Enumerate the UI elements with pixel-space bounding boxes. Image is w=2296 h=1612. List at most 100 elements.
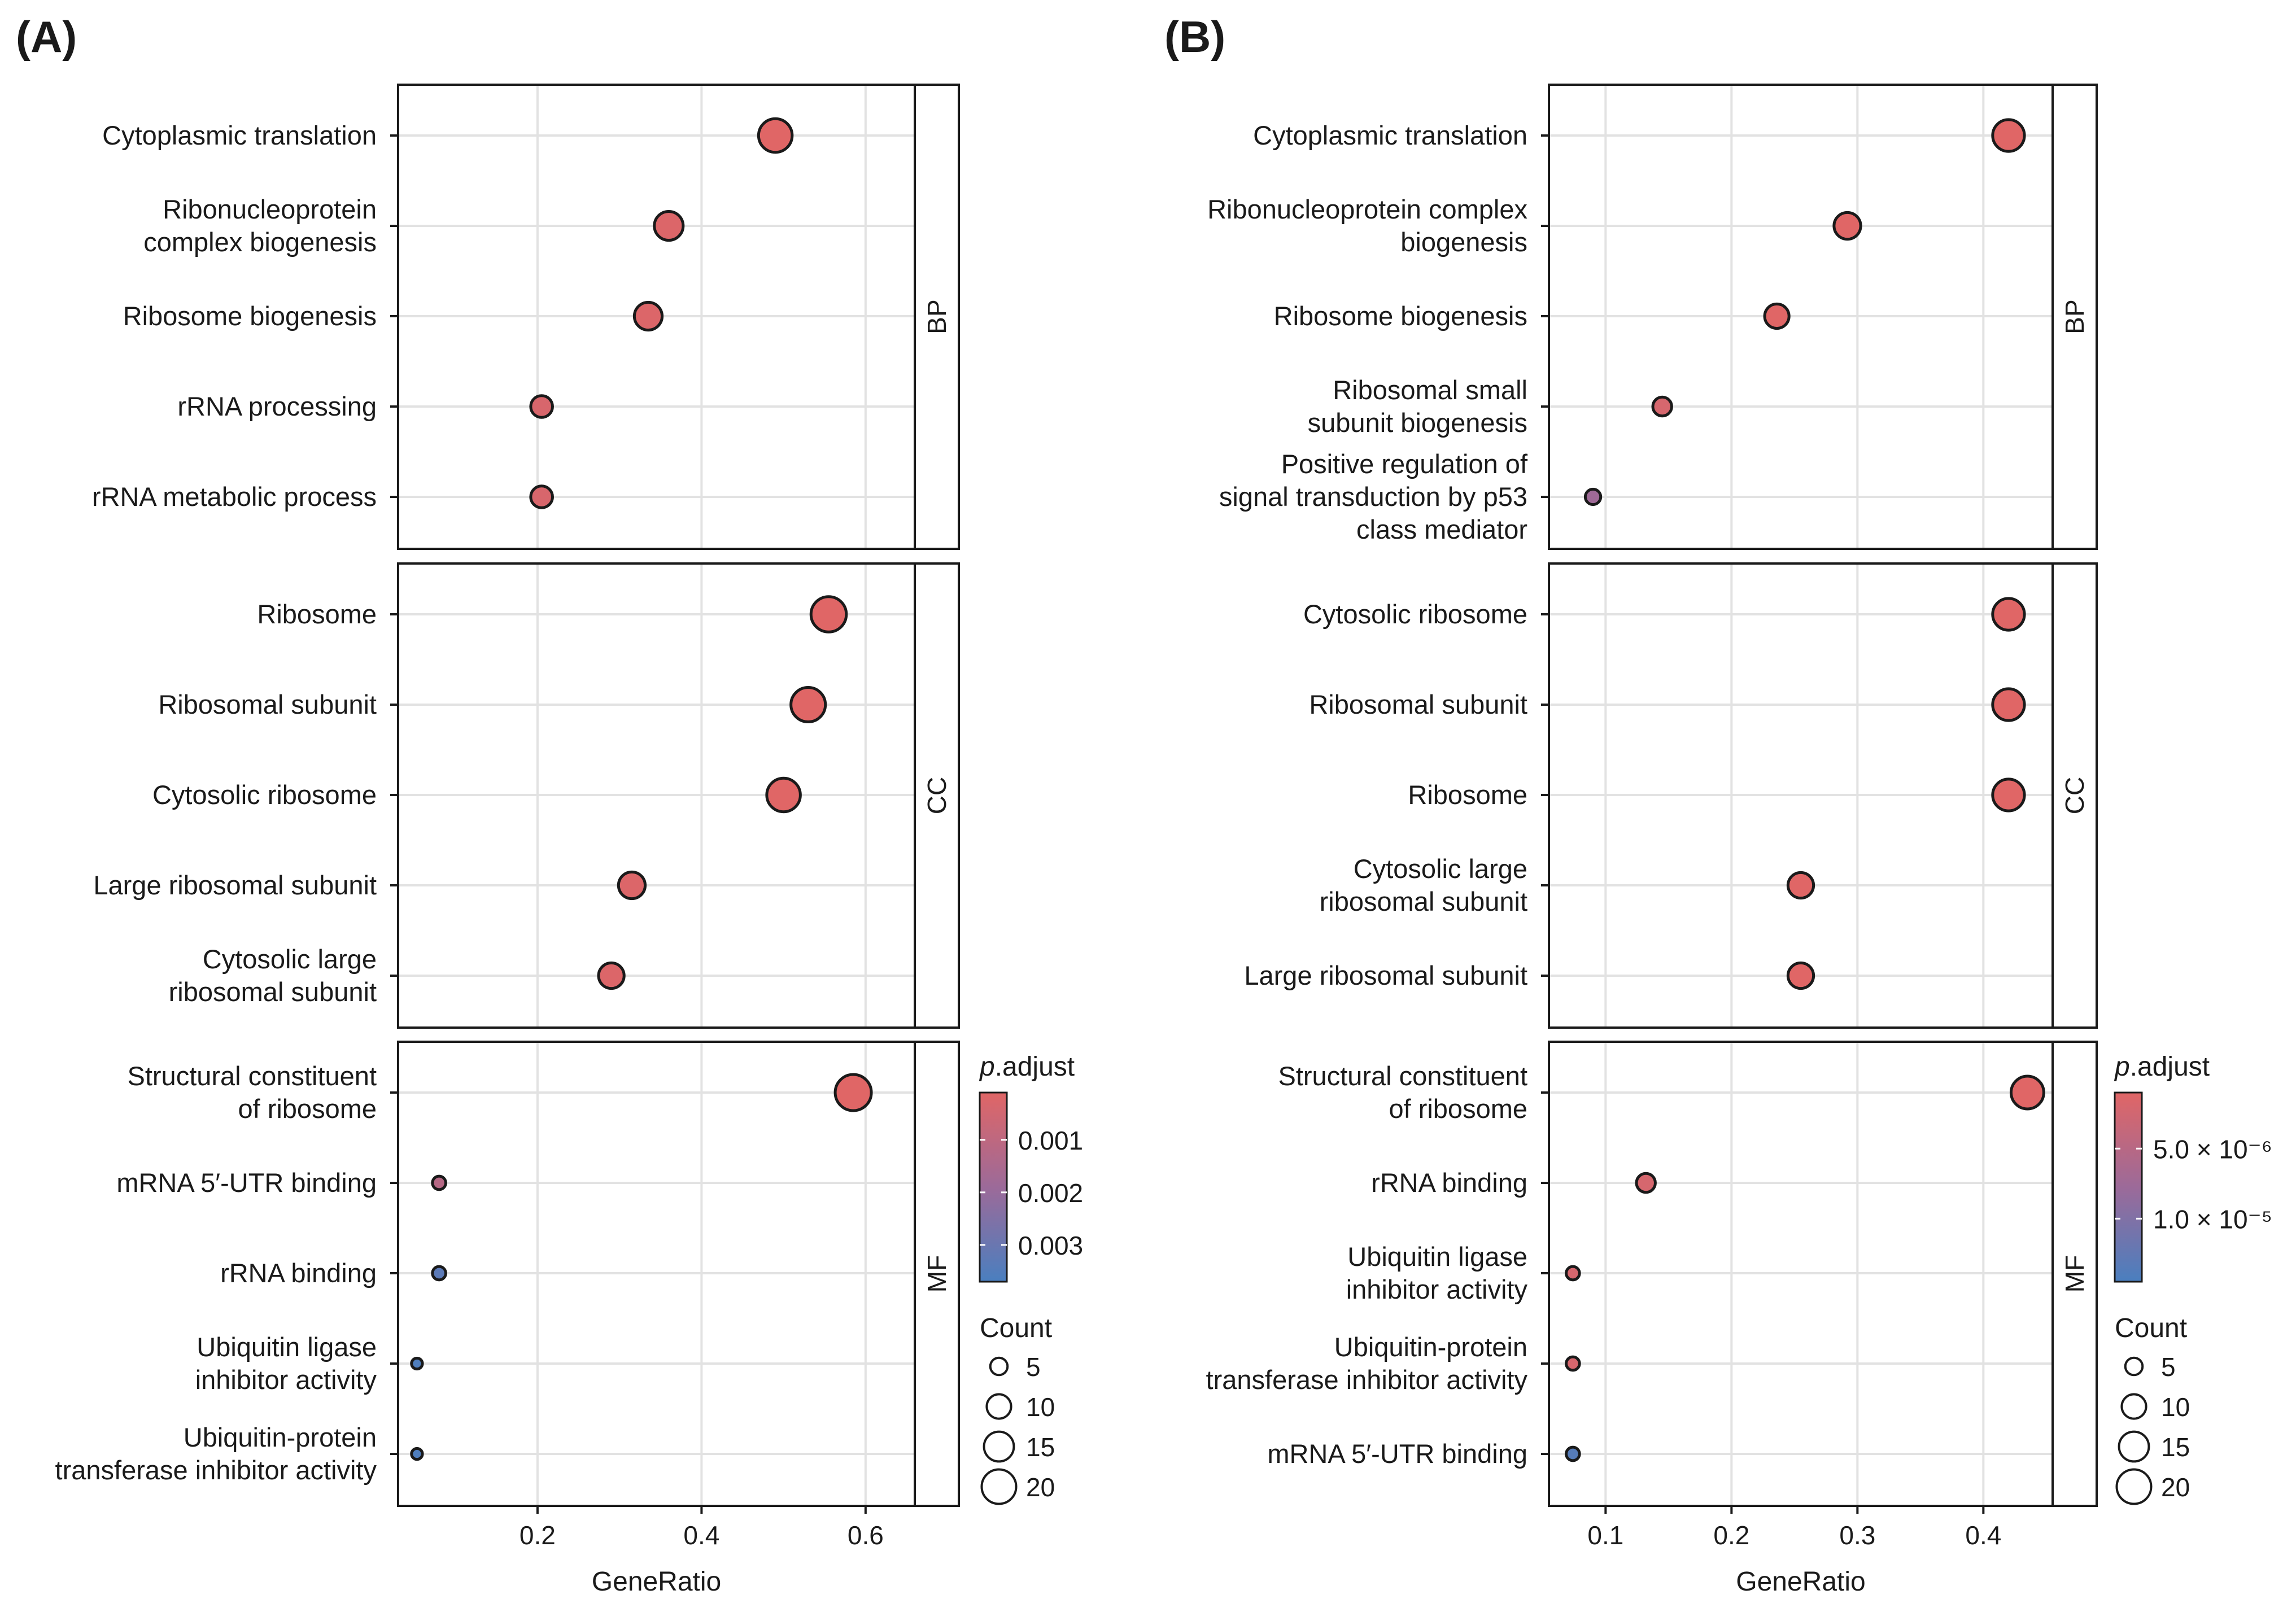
facet-strip-label: MF: [922, 1255, 951, 1292]
x-tick-label: 0.4: [1965, 1521, 2001, 1550]
term-label-line: Ribonucleoprotein complex: [1207, 194, 1527, 224]
term-label: Cytosolic large ribosomal subunit: [1320, 854, 1527, 916]
term-label: rRNA binding: [1371, 1168, 1527, 1198]
color-bar-tick-label: 5.0 × 10⁻⁶: [2153, 1134, 2272, 1164]
x-axis-title: GeneRatio: [592, 1567, 721, 1597]
term-label-line: Positive regulation of: [1281, 449, 1528, 479]
data-point: [1565, 1265, 1581, 1282]
term-label: Cytosolic large ribosomal subunit: [169, 944, 377, 1007]
term-label: rRNA processing: [177, 391, 377, 421]
size-legend-label: 10: [2161, 1392, 2190, 1422]
term-label-line: Structural constituent: [1278, 1061, 1528, 1091]
data-point: [431, 1174, 447, 1191]
term-label-line: subunit biogenesis: [1308, 408, 1527, 438]
size-legend-title: Count: [2115, 1313, 2187, 1343]
size-legend-label: 10: [1026, 1392, 1055, 1422]
color-bar-tick-label: 0.003: [1018, 1231, 1083, 1260]
size-legend-circle: [2120, 1393, 2147, 1420]
panel-label: (A): [16, 12, 77, 62]
data-point: [1832, 211, 1862, 241]
term-label-line: Ribosome biogenesis: [1274, 301, 1527, 331]
term-label: Positive regulation of signal transductio…: [1219, 449, 1528, 544]
data-point: [529, 484, 554, 509]
term-label-line: Cytosolic ribosome: [1303, 599, 1527, 629]
data-point: [2009, 1074, 2045, 1111]
data-point: [1991, 597, 2026, 632]
term-label-line: rRNA binding: [220, 1258, 377, 1288]
data-point: [632, 300, 664, 332]
data-point: [529, 394, 554, 419]
facet-strip-label: MF: [2060, 1255, 2089, 1292]
size-legend-label: 20: [1026, 1473, 1055, 1502]
size-legend-circle: [985, 1393, 1012, 1420]
term-label-line: Cytoplasmic translation: [102, 120, 377, 150]
x-tick-label: 0.4: [683, 1521, 719, 1550]
facet-bp: BP Cytoplasmic translation Ribonucleoprote…: [1207, 84, 2098, 550]
panel-a-chart: (A) BP Cytoplasmic translation Ribonucleopr…: [16, 12, 1083, 1597]
term-label-line: ribosomal subunit: [1320, 886, 1527, 916]
panel-b-chart: (B) BP Cytoplasmic translation Ribonucleopr…: [1164, 12, 2272, 1597]
size-legend-label: 15: [2161, 1432, 2190, 1462]
color-bar-tick-label: 0.001: [1018, 1126, 1083, 1155]
term-label: Cytoplasmic translation: [1253, 120, 1527, 150]
data-point: [757, 117, 794, 154]
data-point: [833, 1073, 873, 1112]
term-label-line: Ribosomal subunit: [1309, 689, 1527, 719]
data-point: [431, 1265, 447, 1282]
data-point: [1565, 1355, 1581, 1372]
color-legend-title-rest: .adjust: [995, 1052, 1075, 1082]
term-label-line: signal transduction by p53: [1219, 482, 1527, 512]
x-tick-label: 0.6: [848, 1521, 884, 1550]
term-label: Ubiquitin ligase inhibitor activity: [195, 1332, 377, 1395]
x-tick-label: 0.3: [1839, 1521, 1875, 1550]
term-label-line: Ribosomal small: [1333, 375, 1527, 405]
color-bar-tick-label: 1.0 × 10⁻⁵: [2153, 1204, 2272, 1234]
size-legend-circle: [983, 1430, 1015, 1463]
facet-strip-label: CC: [2060, 777, 2089, 814]
color-legend-title: p.adjust: [979, 1052, 1075, 1082]
size-legend-title: Count: [980, 1313, 1052, 1343]
term-label: Ribosome: [1408, 780, 1527, 810]
data-point: [809, 595, 848, 634]
term-label: mRNA 5′-UTR binding: [116, 1168, 377, 1198]
color-legend: p.adjust 0.001 0.002 0.003: [979, 1052, 1083, 1283]
term-label: Structural constituent of ribosome: [1278, 1061, 1528, 1124]
size-legend-label: 20: [2161, 1473, 2190, 1502]
color-legend-title-italic: p: [2114, 1052, 2130, 1082]
color-legend-title-rest: .adjust: [2130, 1052, 2210, 1082]
term-label-line: transferase inhibitor activity: [55, 1455, 377, 1485]
facet-cc: CC Cytosolic ribosome Ribosomal subunit Rib…: [1244, 562, 2098, 1029]
size-legend-label: 5: [2161, 1352, 2176, 1382]
facet-strip: [2051, 1041, 2098, 1507]
data-point: [789, 685, 827, 724]
term-label-line: Ribosome: [257, 599, 377, 629]
term-label-line: Cytosolic large: [203, 944, 377, 974]
size-legend-label: 15: [1026, 1432, 1055, 1462]
term-label: Large ribosomal subunit: [93, 870, 377, 900]
term-label-line: mRNA 5′-UTR binding: [116, 1168, 377, 1198]
data-point: [1786, 871, 1815, 900]
facet-strip-label: BP: [922, 299, 951, 334]
term-label: Ribosome biogenesis: [123, 301, 377, 331]
term-label-line: Ubiquitin ligase: [1347, 1242, 1527, 1272]
term-label: Large ribosomal subunit: [1244, 960, 1527, 990]
data-point: [410, 1356, 424, 1371]
term-label-line: Large ribosomal subunit: [1244, 960, 1527, 990]
facet-strip: [914, 1041, 960, 1507]
color-bar: [2114, 1091, 2143, 1283]
term-label: Structural constituent of ribosome: [128, 1061, 377, 1124]
term-label: rRNA binding: [220, 1258, 377, 1288]
term-label-line: of ribosome: [1389, 1094, 1527, 1124]
data-point: [765, 776, 802, 814]
term-label: Ribonucleoprotein complex biogenesis: [143, 194, 377, 257]
term-label-line: class mediator: [1356, 514, 1527, 544]
size-legend-circle: [2115, 1468, 2153, 1505]
data-point: [1991, 118, 2026, 153]
term-label-line: inhibitor activity: [1346, 1274, 1528, 1304]
term-label-line: biogenesis: [1400, 227, 1527, 257]
panel-label: (B): [1164, 12, 1225, 62]
term-label-line: Ubiquitin-protein: [184, 1422, 377, 1452]
term-label-line: Cytoplasmic translation: [1253, 120, 1527, 150]
color-legend-title: p.adjust: [2114, 1052, 2210, 1082]
